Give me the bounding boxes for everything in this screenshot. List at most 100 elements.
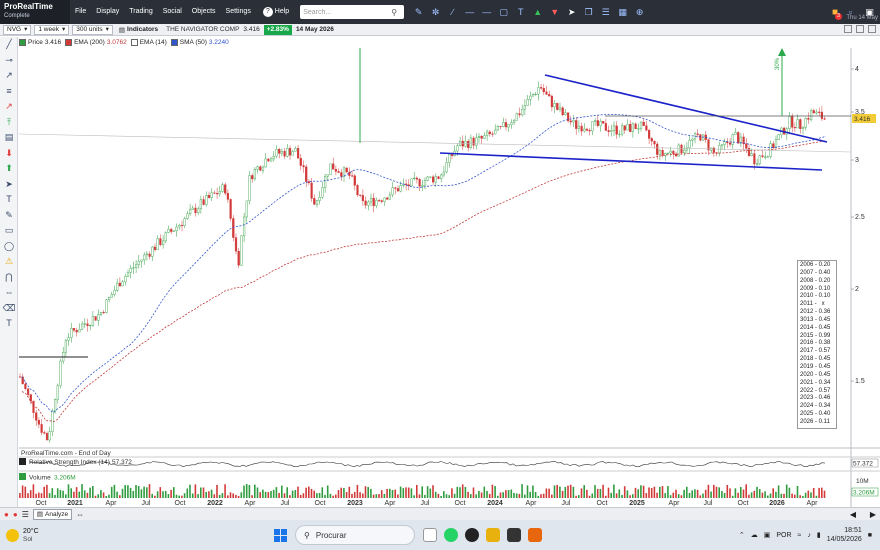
split-icon[interactable]: ⇔ <box>76 509 85 519</box>
menu-trading[interactable]: Trading <box>129 8 153 15</box>
windows-start-icon[interactable] <box>274 528 287 542</box>
close-icon[interactable] <box>868 25 876 33</box>
ticker-selector[interactable]: NVG ▾ <box>3 24 32 35</box>
analyze-button[interactable]: ▤ Analyze <box>32 508 73 520</box>
volume-bar <box>32 484 35 498</box>
horizontal-ray-icon[interactable]: — <box>482 6 492 17</box>
scroll-left-icon[interactable]: ◀ <box>849 509 856 519</box>
wifi-icon[interactable]: ≈ <box>797 531 802 539</box>
time-axis-label: 2022 <box>207 500 223 507</box>
candle-body <box>488 131 491 135</box>
tray-chevron-icon[interactable]: ⌃ <box>738 532 745 539</box>
timeframe-selector[interactable]: 1 week ▾ <box>34 24 70 35</box>
weather-widget[interactable]: 20°C Sol <box>6 527 86 544</box>
rsi-label: Relative Strength Index (14) <box>29 459 110 466</box>
list-icon[interactable]: ☰ <box>21 509 29 519</box>
minimize-icon[interactable] <box>844 25 852 33</box>
volume-bar <box>788 487 791 498</box>
window-icon[interactable]: ▣ <box>865 6 874 17</box>
maximize-icon[interactable] <box>856 25 864 33</box>
record-icon[interactable]: ● <box>12 509 18 519</box>
dividend-row: 2023 - 0.46 <box>800 395 831 402</box>
candle-body <box>421 184 424 187</box>
measure-icon[interactable]: ⇔ <box>4 287 14 297</box>
units-selector[interactable]: 300 units ▾ <box>72 24 113 35</box>
rectangle-tool-icon[interactable]: ▭ <box>4 225 14 235</box>
cursor-icon[interactable]: ➤ <box>567 6 576 17</box>
bullish-icon[interactable]: ⤒ <box>7 116 11 127</box>
fib-icon[interactable]: ▤ <box>4 132 14 142</box>
notifications-icon[interactable]: ■ 3 <box>832 7 842 20</box>
search-icon[interactable]: ⚲ <box>391 7 398 17</box>
fibonacci-icon[interactable]: ☰ <box>601 6 610 17</box>
candle-body <box>43 432 46 434</box>
pencil-icon[interactable]: ✎ <box>414 6 423 17</box>
terminal-icon[interactable] <box>507 528 521 542</box>
language-indicator[interactable]: POR <box>776 531 792 539</box>
buy-arrow-icon[interactable]: ▲ <box>533 6 543 17</box>
volume-icon[interactable]: ♪ <box>807 531 811 539</box>
wedge-upper-line[interactable] <box>544 74 828 143</box>
wedge-lower-line[interactable] <box>439 152 823 171</box>
legend-ema200[interactable]: EMA (200) 3.0762 <box>65 38 127 46</box>
eraser-icon[interactable]: ⌫ <box>2 302 16 313</box>
menu-settings[interactable]: Settings <box>225 8 251 15</box>
alert-icon[interactable]: ⚠ <box>4 256 14 266</box>
point-line-icon[interactable]: ⊸ <box>5 54 13 65</box>
up-arrow-icon[interactable]: ⬆ <box>5 163 13 173</box>
chatgpt-icon[interactable] <box>465 528 479 542</box>
scroll-right-icon[interactable]: ▶ <box>869 509 876 519</box>
legend-sma50[interactable]: SMA (50) 3.2240 <box>170 38 229 46</box>
search-input[interactable] <box>303 8 392 16</box>
text-tool-icon[interactable]: T <box>6 194 12 204</box>
pointer-icon[interactable]: ➤ <box>5 178 13 189</box>
volume-bar <box>213 494 216 498</box>
horizontal-line-icon[interactable]: ― <box>465 6 475 17</box>
segment-icon[interactable]: ✼ <box>431 6 440 17</box>
app-logo[interactable]: ProRealTime Complete <box>0 0 70 24</box>
alert-flag-icon[interactable]: ● <box>4 509 9 519</box>
brush-icon[interactable]: ✎ <box>5 209 13 220</box>
down-arrow-icon[interactable]: ⬇ <box>5 147 13 158</box>
whatsapp-icon[interactable] <box>444 528 458 542</box>
trend-line-icon[interactable]: ↗ <box>5 70 13 80</box>
price-chart[interactable]: 43.532.521.5 Oct 2021 Apr Jul Oct 2022 Apr Jul O… <box>0 0 880 507</box>
menu-objects[interactable]: Objects <box>191 8 216 15</box>
network-icon[interactable]: ▣ <box>763 532 771 539</box>
copy-icon[interactable]: ❐ <box>584 6 593 17</box>
menu-display[interactable]: Display <box>96 8 120 15</box>
ruler-icon[interactable]: ╱ <box>6 39 12 49</box>
line-icon[interactable]: ∕ <box>451 6 454 17</box>
ellipse-icon[interactable]: ◯ <box>3 240 15 251</box>
battery-icon[interactable]: ▮ <box>816 532 821 539</box>
legend-price[interactable]: Price 3.416 <box>19 38 61 46</box>
notifications-bell-icon[interactable]: ■ <box>867 531 872 539</box>
long-trend-line[interactable] <box>18 133 852 153</box>
sell-arrow-icon[interactable]: ▼ <box>550 6 560 17</box>
label-icon[interactable]: T <box>6 318 12 328</box>
text-icon[interactable]: T <box>517 6 524 17</box>
menu-social[interactable]: Social <box>162 8 182 15</box>
cloud-icon[interactable]: ☁ <box>750 532 758 539</box>
menu-help[interactable]: ? Help <box>256 0 294 24</box>
indicators-button[interactable]: ▤ Indicators <box>119 26 158 34</box>
clock[interactable]: 18:51 14/05/2026 <box>827 526 862 544</box>
magnet-icon[interactable]: ⋂ <box>5 271 13 282</box>
task-view-icon[interactable] <box>423 528 437 542</box>
volume-bar <box>97 494 99 498</box>
layout-icon[interactable]: ▫ <box>848 6 853 17</box>
channel-icon[interactable]: ≡ <box>6 85 12 96</box>
prorealtime-taskbar-icon[interactable] <box>528 528 542 542</box>
rectangle-icon[interactable]: ▢ <box>499 6 508 17</box>
dividend-row: 2020 - 0.45 <box>800 371 831 378</box>
windows-taskbar: 20°C Sol ⚲ Procurar ⌃ ☁ ▣ POR ≈ ♪ ▮ 18:51… <box>0 520 880 550</box>
legend-ema14[interactable]: EMA (14) <box>130 38 167 46</box>
menu-file[interactable]: File <box>75 8 87 15</box>
candle-body <box>569 120 572 123</box>
grid-icon[interactable]: ▦ <box>618 6 627 17</box>
ray-icon[interactable]: ↗ <box>5 101 13 111</box>
zoom-icon[interactable]: ⊕ <box>635 6 644 17</box>
candle-body <box>48 431 51 441</box>
taskbar-search[interactable]: ⚲ Procurar <box>295 525 415 545</box>
file-explorer-icon[interactable] <box>486 528 500 542</box>
